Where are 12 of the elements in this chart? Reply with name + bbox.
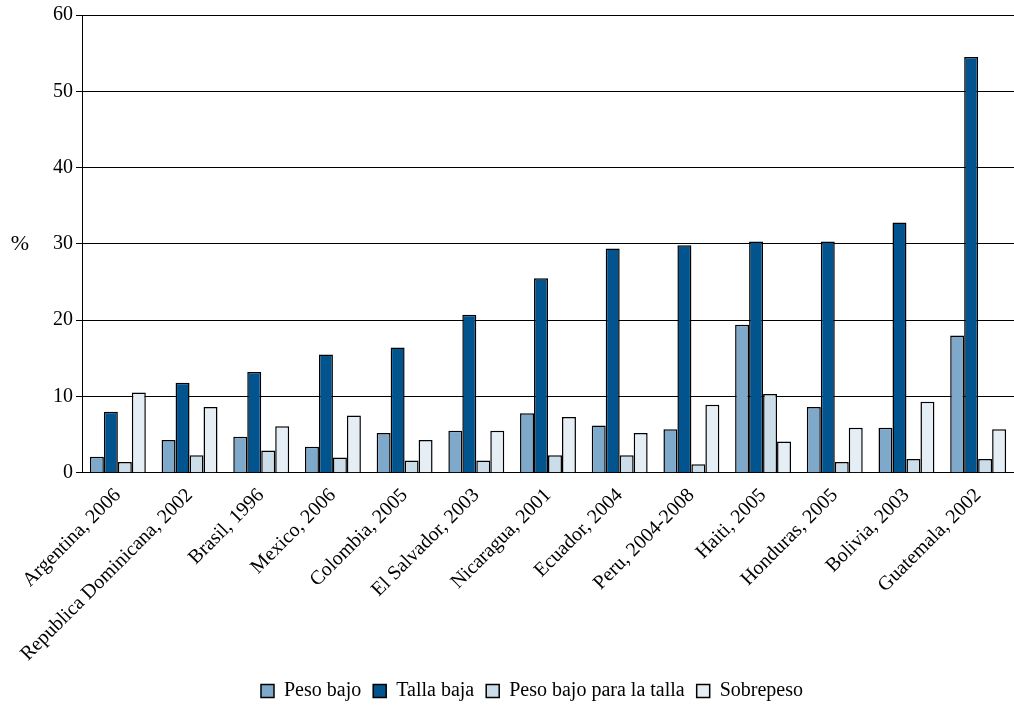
- legend-label: Talla baja: [396, 678, 475, 702]
- legend-label: Sobrepeso: [719, 678, 804, 702]
- legend-label: Peso bajo: [283, 678, 362, 702]
- y-tick-label: 60: [53, 2, 73, 25]
- y-tick-label: 50: [53, 78, 73, 101]
- y-axis-title: %: [10, 229, 30, 255]
- y-tick-label: 10: [53, 383, 73, 406]
- legend-label: Peso bajo para la talla: [509, 678, 685, 702]
- y-tick-label: 20: [53, 307, 73, 330]
- y-tick-label: 0: [63, 459, 73, 482]
- y-tick-label: 40: [53, 154, 73, 177]
- y-tick-label: 30: [53, 231, 73, 254]
